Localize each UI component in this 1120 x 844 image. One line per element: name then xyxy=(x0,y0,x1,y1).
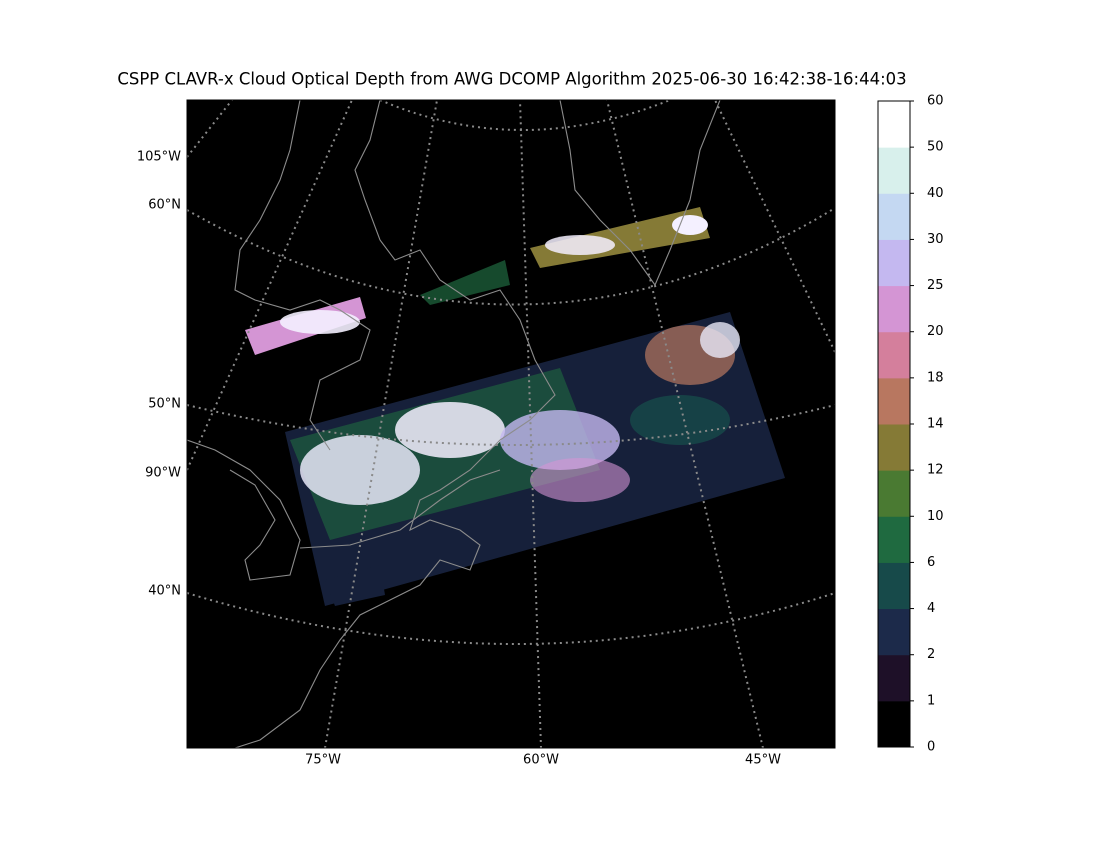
meridian xyxy=(324,100,438,748)
colorbar-segment xyxy=(878,470,910,517)
cloud-area xyxy=(500,410,620,470)
cloud-area xyxy=(395,402,505,458)
cloud-area xyxy=(280,310,360,334)
lon-label: 75°W xyxy=(305,753,341,768)
graticule xyxy=(187,100,835,748)
colorbar-tick-label: 1 xyxy=(927,693,935,708)
lon-label: 45°W xyxy=(745,753,781,768)
title: CSPP CLAVR-x Cloud Optical Depth from AW… xyxy=(117,70,906,89)
colorbar-segment xyxy=(878,193,910,240)
cloud-area xyxy=(630,395,730,445)
meridian xyxy=(714,100,835,353)
colorbar-segment xyxy=(878,700,910,748)
colorbar-tick-label: 10 xyxy=(927,509,944,524)
cloud-area xyxy=(530,458,630,502)
meridian xyxy=(519,100,542,748)
colorbar-tick-label: 18 xyxy=(927,370,944,385)
colorbar-segment xyxy=(878,147,910,194)
colorbar-segment xyxy=(878,377,910,425)
map-content xyxy=(187,100,835,748)
cloud-area xyxy=(545,235,615,255)
colorbar-tick-label: 6 xyxy=(927,555,935,570)
coastline xyxy=(559,100,721,287)
parallel xyxy=(187,404,835,446)
map-frame xyxy=(186,99,836,749)
colorbar-tick-label: 4 xyxy=(927,601,935,616)
colorbar-tick-label: 40 xyxy=(927,186,944,201)
colorbar-tick-label: 25 xyxy=(927,278,944,293)
colorbar-segment xyxy=(878,239,910,287)
colorbar-segment xyxy=(878,562,910,610)
coastline xyxy=(234,100,371,451)
swath-fragment xyxy=(325,565,385,606)
colorbar-segment xyxy=(878,331,910,379)
colorbar-segment xyxy=(878,654,910,702)
colorbar-segment xyxy=(878,516,910,563)
cloud-area xyxy=(300,435,420,505)
swath-fragment xyxy=(420,260,510,305)
coastline xyxy=(234,100,556,748)
colorbar-segment xyxy=(878,608,910,656)
lat-label: 50°N xyxy=(148,397,181,412)
colorbar-tick-label: 50 xyxy=(927,140,944,155)
lat-label: 40°N xyxy=(148,584,181,599)
cloud-area xyxy=(672,215,708,235)
colorbar-tick-label: 60 xyxy=(927,94,944,109)
coastline xyxy=(187,439,301,581)
colorbar-tick-label: 0 xyxy=(927,740,935,755)
colorbar-tick-label: 12 xyxy=(927,463,944,478)
coastline xyxy=(299,469,501,549)
colorbar-tick-label: 2 xyxy=(927,647,935,662)
colorbar-tick-label: 14 xyxy=(927,417,944,432)
colorbar-segment xyxy=(878,101,910,148)
meridian xyxy=(187,100,233,158)
coastlines xyxy=(187,100,721,748)
map: 105°W 60°N 50°N 90°W 40°N 75°W 60°W 45°W xyxy=(137,99,836,768)
colorbar-tick-label: 30 xyxy=(927,232,944,247)
cloud-swaths xyxy=(245,207,785,606)
lat-label: 60°N xyxy=(148,198,181,213)
parallel xyxy=(187,592,835,645)
lon-label: 60°W xyxy=(523,753,559,768)
colorbar-segment xyxy=(878,285,910,333)
colorbar-tick-label: 20 xyxy=(927,324,944,339)
lon-label: 90°W xyxy=(145,466,181,481)
cloud-area xyxy=(700,322,740,358)
parallel xyxy=(187,207,835,306)
lon-label: 105°W xyxy=(137,150,181,165)
colorbar-segment xyxy=(878,424,910,471)
meridian xyxy=(187,100,353,471)
